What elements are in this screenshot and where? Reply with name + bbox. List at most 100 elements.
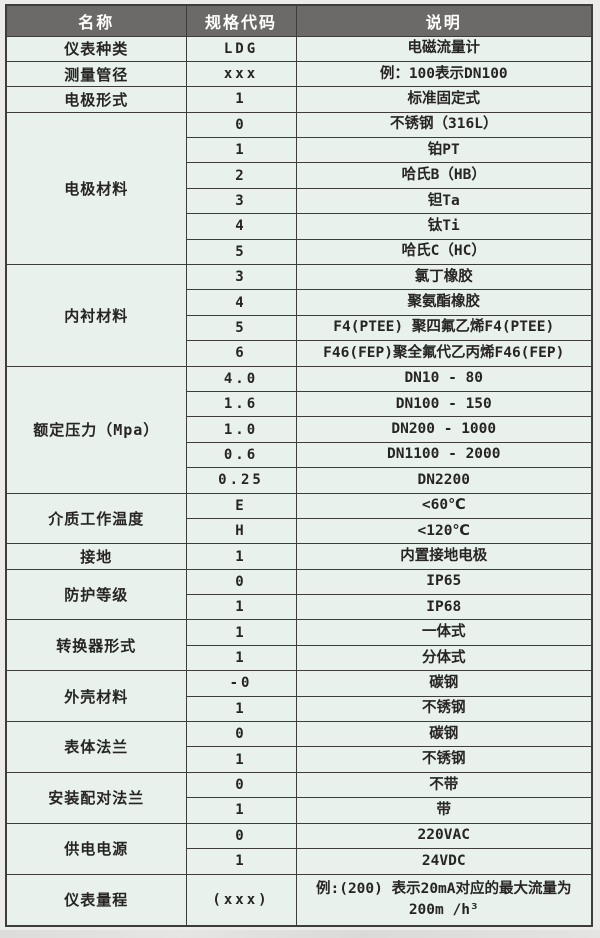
section-name-cell: 仪表种类 bbox=[5, 35, 187, 62]
table-row: 外壳材料 -0 碳钢 bbox=[5, 670, 593, 723]
spec-desc-cell: 氯丁橡胶 bbox=[295, 264, 593, 291]
section-name-cell: 外壳材料 bbox=[5, 670, 187, 723]
table-row: 6 F46(FEP)聚全氟代乙丙烯F46(FEP) bbox=[6, 340, 593, 367]
bottom-scan-artifact bbox=[0, 930, 600, 938]
table-row: 接地 1 内置接地电极 bbox=[5, 543, 593, 570]
table-row: 安装配对法兰 0 不带 bbox=[5, 771, 593, 824]
spec-code-cell: 0 bbox=[185, 568, 297, 596]
table-row: 4 聚氨酯橡胶 bbox=[6, 289, 593, 316]
col-header-code: 规格代码 bbox=[185, 4, 297, 37]
table-row: 1 分体式 bbox=[6, 644, 593, 672]
spec-desc-cell: 铂PT bbox=[295, 137, 593, 164]
table-row: 防护等级 0 IP65 bbox=[5, 568, 593, 621]
table-row: H <120℃ bbox=[6, 517, 593, 545]
spec-desc-cell: 不带 bbox=[295, 771, 593, 799]
table-row: 2 哈氏B（HB） bbox=[6, 162, 593, 189]
spec-desc-cell: 钛Ti bbox=[295, 213, 593, 240]
table-row: 1 IP68 bbox=[6, 594, 593, 621]
spec-code-cell: -0 bbox=[185, 670, 297, 697]
spec-desc-cell: 钽Ta bbox=[295, 187, 593, 215]
spec-code-cell: 1 bbox=[185, 746, 297, 773]
spec-desc-cell: 例:(200) 表示20mA对应的最大流量为200m /h³ bbox=[295, 873, 593, 927]
spec-code-cell: 3 bbox=[185, 187, 297, 215]
table-row: 额定压力（Mpa） 4.0 DN10 - 80 bbox=[5, 365, 593, 494]
spec-desc-cell: 哈氏B（HB） bbox=[295, 162, 593, 189]
spec-code-cell: 0 bbox=[185, 822, 297, 850]
table-row: 供电电源 0 220VAC bbox=[5, 822, 593, 875]
section-name-cell: 介质工作温度 bbox=[5, 492, 187, 545]
spec-code-cell: 1 bbox=[185, 543, 297, 570]
spec-code-cell: 5 bbox=[185, 238, 297, 266]
table-row: 仪表量程 (xxx) 例:(200) 表示20mA对应的最大流量为200m /h³ bbox=[5, 873, 593, 927]
spec-code-cell: 6 bbox=[185, 340, 297, 367]
table-row: 5 哈氏C（HC） bbox=[6, 238, 593, 266]
spec-code-cell: 3 bbox=[185, 264, 297, 291]
spec-code-cell: 0 bbox=[185, 111, 297, 139]
spec-desc-cell: 不锈钢（316L） bbox=[295, 111, 593, 139]
spec-table: 名称 规格代码 说明 仪表种类 LDG 电磁流量计 测量管径 xxx 例：100表示DN1… bbox=[5, 4, 593, 927]
table-row: 表体法兰 0 碳钢 bbox=[5, 721, 593, 773]
spec-code-cell: 1 bbox=[185, 86, 297, 113]
spec-code-cell: 1 bbox=[185, 137, 297, 164]
spec-desc-cell: 内置接地电极 bbox=[295, 543, 593, 570]
section-name-cell: 供电电源 bbox=[5, 822, 187, 875]
spec-code-cell: 5 bbox=[185, 314, 297, 342]
section-name-cell: 转换器形式 bbox=[5, 619, 187, 672]
section-name-cell: 接地 bbox=[5, 543, 187, 570]
spec-code-cell: 1 bbox=[185, 594, 297, 621]
spec-code-cell: xxx bbox=[185, 60, 297, 88]
spec-desc-cell: 哈氏C（HC） bbox=[295, 238, 593, 266]
spec-desc-cell: 标准固定式 bbox=[295, 86, 593, 113]
spec-desc-cell: 碳钢 bbox=[295, 721, 593, 748]
header-row: 名称 规格代码 说明 bbox=[5, 4, 593, 37]
spec-desc-cell: F4(PTEE) 聚四氟乙烯F4(PTEE) bbox=[295, 314, 593, 342]
spec-desc-cell: 带 bbox=[295, 797, 593, 824]
spec-code-cell: 1.0 bbox=[185, 416, 297, 443]
table-row: 介质工作温度 E <60℃ bbox=[5, 492, 593, 545]
spec-desc-cell: <120℃ bbox=[295, 517, 593, 545]
spec-table-body: 仪表种类 LDG 电磁流量计 测量管径 xxx 例：100表示DN100 电极形式 1 标准固定… bbox=[5, 35, 593, 927]
table-row: 3 钽Ta bbox=[6, 187, 593, 215]
spec-code-cell: 1 bbox=[185, 797, 297, 824]
col-header-name: 名称 bbox=[5, 4, 187, 37]
table-row: 电极形式 1 标准固定式 bbox=[5, 86, 593, 113]
spec-code-cell: LDG bbox=[185, 35, 297, 62]
table-row: 电极材料 0 不锈钢（316L） bbox=[5, 111, 593, 266]
spec-desc-cell: 一体式 bbox=[295, 619, 593, 646]
section-name-cell: 电极形式 bbox=[5, 86, 187, 113]
spec-desc-cell: 例：100表示DN100 bbox=[295, 60, 593, 88]
table-row: 1 24VDC bbox=[6, 848, 593, 875]
spec-desc-cell: 24VDC bbox=[295, 848, 593, 875]
spec-code-cell: 0 bbox=[185, 771, 297, 799]
spec-desc-cell: 聚氨酯橡胶 bbox=[295, 289, 593, 316]
table-row: 1 不锈钢 bbox=[6, 746, 593, 773]
table-row: 0.6 DN1100 - 2000 bbox=[6, 441, 593, 469]
spec-code-cell: 0.25 bbox=[185, 467, 297, 494]
table-row: 测量管径 xxx 例：100表示DN100 bbox=[5, 60, 593, 88]
section-name-cell: 内衬材料 bbox=[5, 264, 187, 367]
spec-desc-cell: DN10 - 80 bbox=[295, 365, 593, 392]
table-row: 1.0 DN200 - 1000 bbox=[6, 416, 593, 443]
spec-desc-cell: 碳钢 bbox=[295, 670, 593, 697]
spec-code-cell: 1 bbox=[185, 848, 297, 875]
spec-desc-cell: IP68 bbox=[295, 594, 593, 621]
spec-code-cell: 1.6 bbox=[185, 390, 297, 418]
spec-code-cell: 1 bbox=[185, 695, 297, 723]
spec-table-header: 名称 规格代码 说明 bbox=[5, 4, 593, 37]
spec-code-cell: 1 bbox=[185, 619, 297, 646]
spec-desc-cell: 220VAC bbox=[295, 822, 593, 850]
section-name-cell: 仪表量程 bbox=[5, 873, 187, 927]
spec-code-cell: H bbox=[185, 517, 297, 545]
spec-desc-cell: DN200 - 1000 bbox=[295, 416, 593, 443]
spec-table-container: 名称 规格代码 说明 仪表种类 LDG 电磁流量计 测量管径 xxx 例：100表示DN1… bbox=[5, 4, 593, 927]
spec-code-cell: E bbox=[185, 492, 297, 519]
spec-desc-cell: <60℃ bbox=[295, 492, 593, 519]
spec-code-cell: 1 bbox=[185, 644, 297, 672]
spec-desc-cell: 分体式 bbox=[295, 644, 593, 672]
col-header-desc: 说明 bbox=[295, 4, 593, 37]
table-row: 0.25 DN2200 bbox=[6, 467, 593, 494]
table-row: 5 F4(PTEE) 聚四氟乙烯F4(PTEE) bbox=[6, 314, 593, 342]
spec-desc-cell: 电磁流量计 bbox=[295, 35, 593, 62]
spec-code-cell: 0 bbox=[185, 721, 297, 748]
